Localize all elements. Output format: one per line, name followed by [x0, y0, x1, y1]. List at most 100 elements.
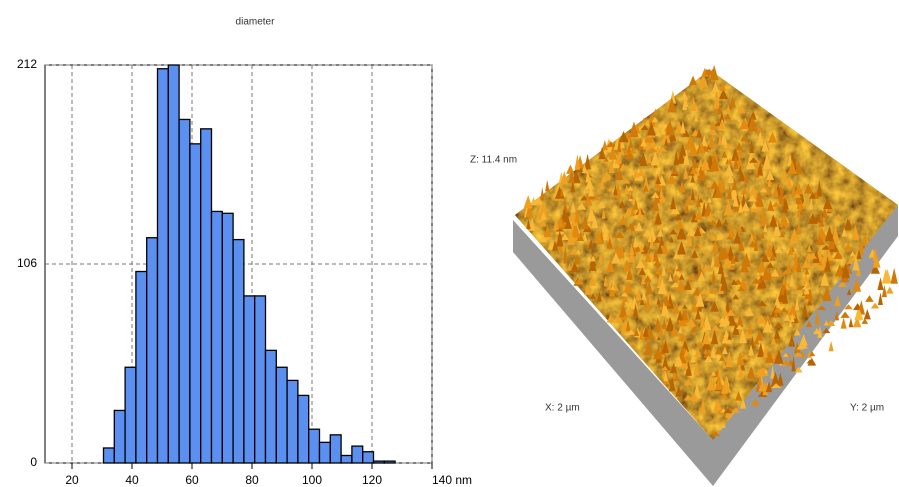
spike	[691, 96, 697, 112]
y-tick-label: 0	[30, 455, 37, 469]
spike	[606, 259, 615, 272]
spike	[763, 368, 769, 374]
spike	[701, 338, 712, 350]
spike	[706, 374, 716, 391]
spike	[770, 364, 775, 379]
spike	[732, 192, 739, 207]
spike	[615, 169, 624, 181]
spike	[808, 287, 813, 302]
spike	[749, 239, 757, 248]
spike	[696, 243, 705, 248]
spike	[647, 152, 652, 164]
spike	[560, 170, 569, 185]
spike	[809, 192, 817, 199]
spike	[670, 281, 681, 288]
spike	[644, 340, 652, 355]
spike	[779, 281, 789, 295]
spike	[690, 174, 695, 183]
spike	[710, 371, 717, 376]
spike	[733, 231, 741, 244]
spike	[814, 309, 820, 325]
spike	[664, 137, 669, 146]
spike	[718, 89, 729, 100]
spike	[781, 269, 791, 275]
spike	[711, 239, 719, 253]
spike	[735, 141, 743, 151]
spike	[682, 304, 688, 309]
spike	[680, 91, 689, 100]
spike	[673, 250, 681, 259]
spike	[761, 267, 771, 281]
spike	[633, 236, 639, 248]
spike	[710, 345, 716, 358]
bar	[167, 64, 180, 464]
spike	[877, 292, 883, 305]
spike	[781, 275, 788, 286]
z-label: Z: 11.4 nm	[470, 155, 517, 166]
spike	[721, 150, 728, 158]
spike	[753, 338, 760, 345]
spike	[526, 219, 531, 230]
spike	[553, 216, 560, 230]
spike	[766, 262, 775, 269]
spike	[788, 244, 794, 256]
spike	[778, 190, 786, 205]
spike	[790, 182, 797, 197]
spike	[523, 195, 533, 209]
spike	[762, 152, 772, 169]
spike	[627, 186, 634, 191]
spike	[719, 82, 726, 91]
spike	[570, 262, 579, 272]
spike	[589, 276, 597, 286]
spike	[594, 194, 600, 201]
spike	[606, 237, 613, 249]
spike	[651, 191, 660, 198]
spike	[598, 253, 603, 263]
spike	[760, 260, 766, 273]
spike	[685, 360, 692, 376]
spike	[757, 161, 764, 176]
spike	[676, 150, 686, 164]
spike	[767, 178, 772, 187]
spike	[639, 151, 648, 167]
spike	[834, 213, 843, 220]
spike	[676, 279, 686, 292]
spike	[683, 149, 690, 165]
spike	[668, 229, 678, 235]
spike	[574, 207, 580, 223]
spike	[683, 197, 694, 206]
spike	[654, 132, 662, 137]
x-tick-label: 60	[185, 473, 199, 487]
x-tick-label: 140 nm	[432, 473, 472, 487]
spike	[719, 332, 725, 339]
spike	[622, 178, 631, 184]
spike	[633, 328, 640, 336]
spike	[692, 287, 702, 296]
spike	[654, 317, 661, 332]
spike	[716, 234, 723, 240]
bar	[135, 270, 148, 464]
spike	[711, 149, 719, 162]
spike	[849, 251, 856, 257]
spike	[822, 288, 831, 299]
spike	[661, 301, 667, 317]
spike	[757, 300, 767, 307]
spike	[625, 144, 634, 160]
spike	[667, 97, 677, 113]
spike	[710, 329, 719, 345]
bar	[200, 128, 213, 464]
spike	[826, 319, 836, 326]
spike	[676, 225, 687, 240]
spike	[654, 212, 662, 225]
spike	[601, 230, 608, 241]
spike	[624, 147, 629, 156]
spike	[777, 372, 784, 386]
spike	[637, 137, 644, 151]
spike	[786, 175, 793, 189]
spike	[657, 278, 667, 295]
spike	[758, 382, 766, 392]
spike	[804, 267, 810, 275]
spike	[890, 267, 898, 284]
spike	[757, 367, 767, 377]
spike	[570, 222, 581, 238]
